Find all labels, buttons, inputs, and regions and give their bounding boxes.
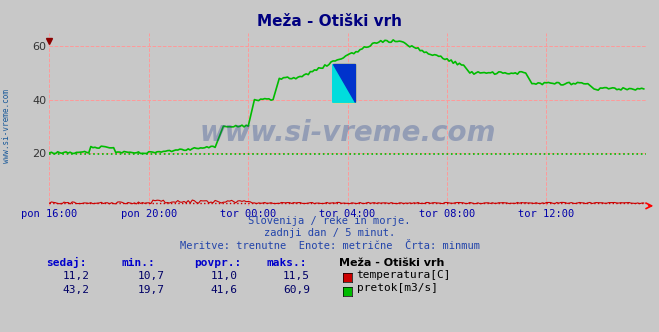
Text: sedaj:: sedaj:	[46, 257, 86, 268]
Text: 11,2: 11,2	[63, 271, 89, 281]
Text: 10,7: 10,7	[138, 271, 165, 281]
Text: povpr.:: povpr.:	[194, 258, 242, 268]
Text: Meža - Otiški vrh: Meža - Otiški vrh	[257, 14, 402, 29]
Text: 60,9: 60,9	[283, 285, 310, 295]
Text: min.:: min.:	[122, 258, 156, 268]
Text: zadnji dan / 5 minut.: zadnji dan / 5 minut.	[264, 228, 395, 238]
Text: 11,5: 11,5	[283, 271, 310, 281]
Polygon shape	[333, 64, 355, 102]
Bar	[333, 64, 355, 102]
Text: maks.:: maks.:	[267, 258, 307, 268]
Text: 19,7: 19,7	[138, 285, 165, 295]
Text: Meža - Otiški vrh: Meža - Otiški vrh	[339, 258, 445, 268]
Polygon shape	[333, 64, 355, 102]
Text: Slovenija / reke in morje.: Slovenija / reke in morje.	[248, 216, 411, 226]
Text: 11,0: 11,0	[211, 271, 237, 281]
Text: 43,2: 43,2	[63, 285, 89, 295]
Text: Meritve: trenutne  Enote: metrične  Črta: minmum: Meritve: trenutne Enote: metrične Črta: …	[179, 241, 480, 251]
Text: 41,6: 41,6	[211, 285, 237, 295]
Text: temperatura[C]: temperatura[C]	[357, 270, 451, 280]
Text: pretok[m3/s]: pretok[m3/s]	[357, 284, 438, 293]
Text: www.si-vreme.com: www.si-vreme.com	[200, 119, 496, 147]
Text: www.si-vreme.com: www.si-vreme.com	[2, 89, 11, 163]
